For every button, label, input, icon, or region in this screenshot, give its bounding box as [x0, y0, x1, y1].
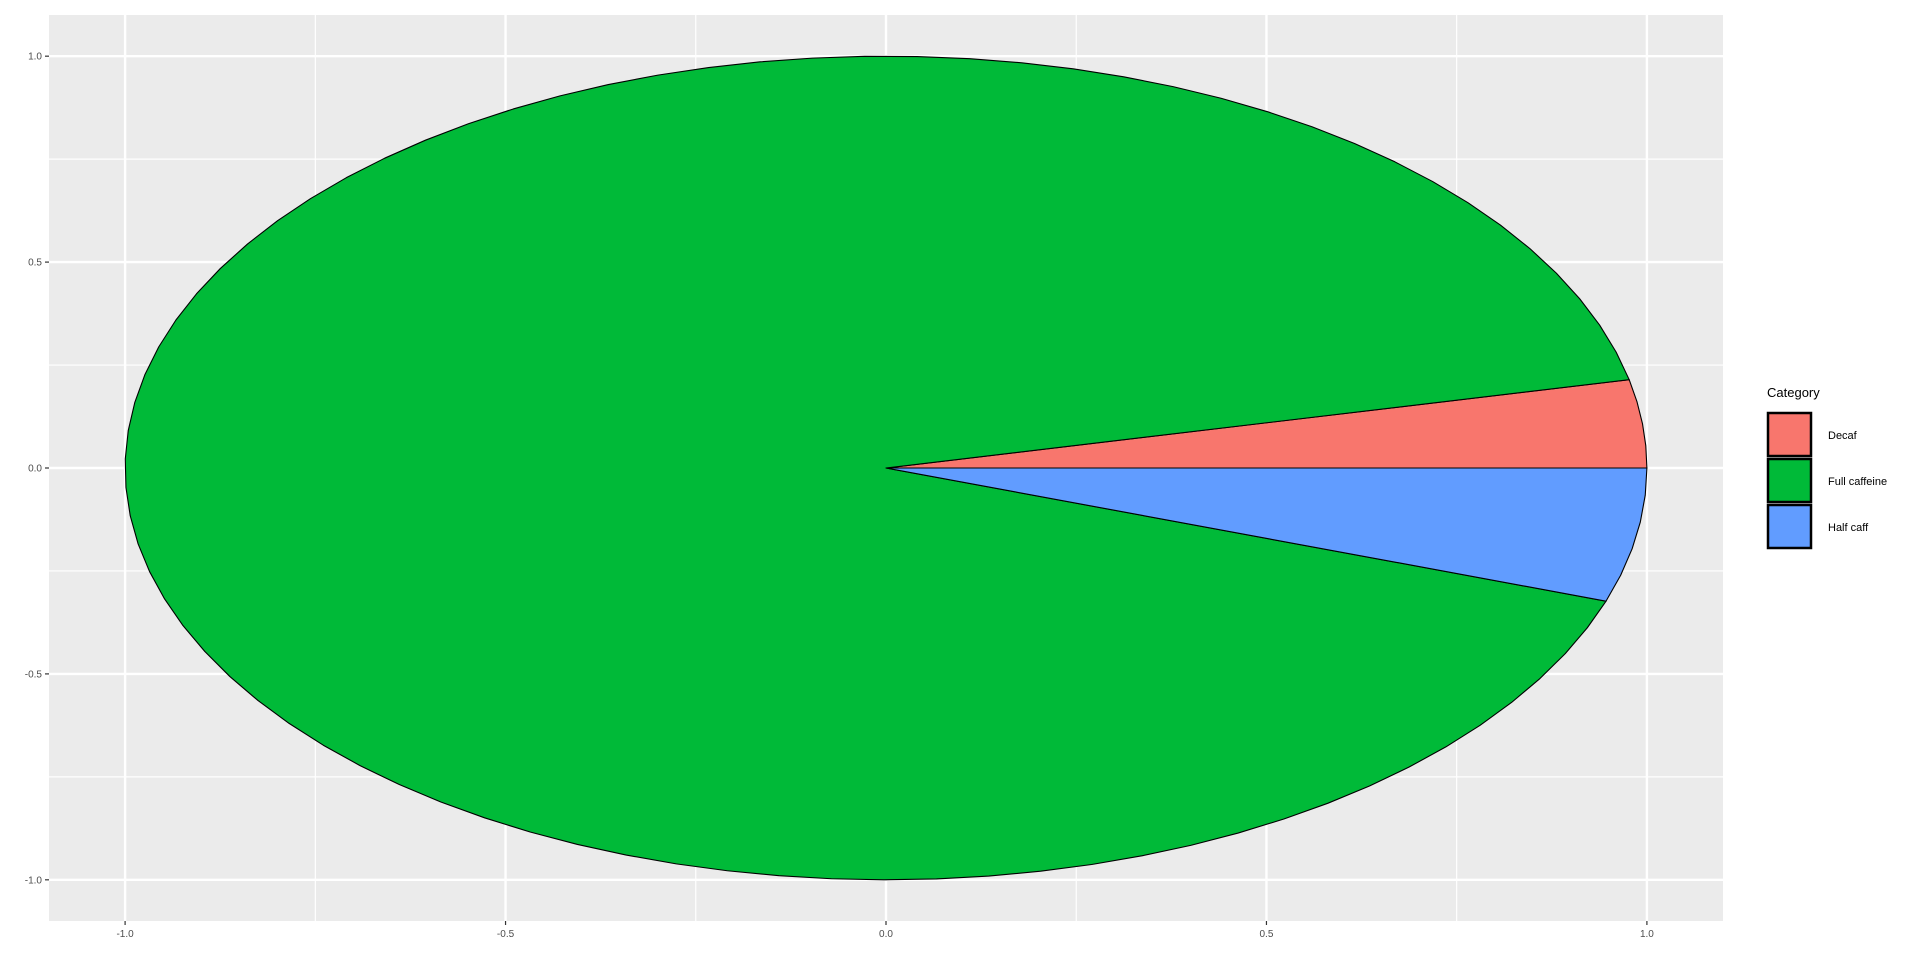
legend-label: Decaf [1828, 430, 1858, 442]
y-tick-label: -1.0 [25, 875, 43, 886]
x-tick-label: -0.5 [497, 929, 515, 940]
axes: -1.0 -0.5 0.0 0.5 1.0 -1.0 -0.5 0.0 0.5 1.0 [25, 52, 1655, 940]
legend: Category Decaf Full caffeine Half caff [1766, 385, 1887, 550]
x-tick-label: 0.0 [879, 929, 893, 940]
pie-slice-full-caffeine [124, 55, 1630, 881]
y-tick-label: -0.5 [25, 669, 43, 680]
legend-key [1766, 457, 1813, 504]
pie-slice-half-caff [885, 467, 1648, 602]
legend-key [1766, 411, 1813, 458]
legend-key [1766, 503, 1813, 550]
legend-title: Category [1767, 385, 1820, 400]
y-tick-label: 1.0 [28, 52, 42, 63]
legend-label: Half caff [1828, 522, 1869, 534]
y-tick-label: 0.0 [28, 464, 42, 475]
x-tick-label: 1.0 [1640, 929, 1654, 940]
x-tick-label: 0.5 [1260, 929, 1274, 940]
legend-label: Full caffeine [1828, 476, 1887, 488]
pie-slices [124, 55, 1648, 881]
y-tick-label: 0.5 [28, 258, 42, 269]
x-tick-label: -1.0 [116, 929, 134, 940]
